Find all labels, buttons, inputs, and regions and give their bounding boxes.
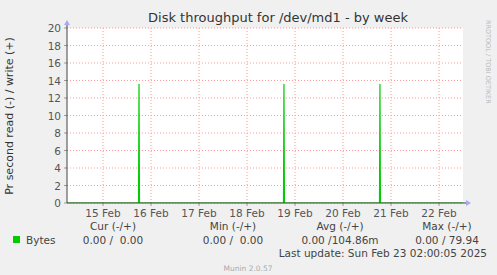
grid-line bbox=[67, 150, 463, 151]
grid-line bbox=[199, 28, 200, 203]
x-axis bbox=[67, 203, 467, 204]
x-tick-label: 20 Feb bbox=[325, 207, 361, 219]
legend-cell: 0.00 / 79.94 bbox=[415, 234, 479, 246]
axis-arrow bbox=[466, 200, 471, 206]
last-update: Last update: Sun Feb 23 02:00:05 2025 bbox=[279, 247, 487, 259]
grid-line bbox=[67, 133, 463, 134]
legend-header: Avg (-/+) bbox=[316, 220, 363, 232]
axis-arrow bbox=[64, 20, 70, 25]
legend-header: Cur (-/+) bbox=[90, 220, 136, 232]
x-tick-label: 15 Feb bbox=[85, 207, 121, 219]
grid-line bbox=[247, 28, 248, 203]
y-tick-label: 6 bbox=[54, 145, 61, 157]
y-tick-label: 20 bbox=[48, 22, 61, 34]
grid-line bbox=[67, 98, 463, 99]
grid-line bbox=[67, 115, 463, 116]
grid-line bbox=[67, 63, 463, 64]
grid-line bbox=[67, 28, 463, 29]
grid-line bbox=[67, 168, 463, 169]
background bbox=[0, 0, 497, 275]
legend-swatch bbox=[13, 236, 20, 243]
y-tick-label: 8 bbox=[54, 127, 61, 139]
x-tick-label: 19 Feb bbox=[277, 207, 313, 219]
y-tick-label: 0 bbox=[54, 197, 61, 209]
grid-line bbox=[103, 28, 104, 203]
grid-line bbox=[67, 185, 463, 186]
chart: Disk throughput for /dev/md1 - by week Pr… bbox=[0, 0, 497, 275]
legend-cell: 0.00 / 0.00 bbox=[203, 234, 263, 246]
y-axis bbox=[67, 24, 68, 203]
plot-area bbox=[67, 28, 463, 203]
grid-line bbox=[67, 45, 463, 46]
y-tick-label: 12 bbox=[48, 92, 61, 104]
legend-header: Min (-/+) bbox=[210, 220, 256, 232]
grid-line bbox=[343, 28, 344, 203]
grid-line bbox=[67, 80, 463, 81]
grid-line bbox=[151, 28, 152, 203]
x-tick-label: 18 Feb bbox=[229, 207, 265, 219]
y-tick-label: 16 bbox=[48, 57, 62, 69]
grid-line bbox=[391, 28, 392, 203]
y-tick-label: 4 bbox=[54, 162, 61, 174]
x-tick-label: 22 Feb bbox=[421, 207, 457, 219]
grid-line bbox=[439, 28, 440, 203]
legend-header: Max (-/+) bbox=[422, 220, 471, 232]
y-label: Pr second read (-) / write (+) bbox=[3, 37, 16, 195]
series-group bbox=[67, 84, 463, 203]
x-tick-label: 17 Feb bbox=[181, 207, 217, 219]
title: Disk throughput for /dev/md1 - by week bbox=[148, 10, 408, 25]
x-tick-label: 21 Feb bbox=[373, 207, 409, 219]
y-tick-label: 2 bbox=[54, 180, 61, 192]
y-tick-label: 14 bbox=[48, 75, 62, 87]
legend-label: Bytes bbox=[26, 234, 55, 246]
legend-cell: 0.00 /104.86m bbox=[301, 234, 378, 246]
y-tick-label: 10 bbox=[48, 110, 61, 122]
series-line bbox=[67, 84, 463, 203]
legend-cell: 0.00 / 0.00 bbox=[83, 234, 143, 246]
side-note: RRDTOOL / TOBI OETIKER bbox=[484, 20, 492, 104]
y-tick-label: 18 bbox=[48, 40, 61, 52]
x-tick-label: 16 Feb bbox=[133, 207, 169, 219]
footer: Munin 2.0.57 bbox=[223, 264, 272, 273]
grid-line bbox=[295, 28, 296, 203]
